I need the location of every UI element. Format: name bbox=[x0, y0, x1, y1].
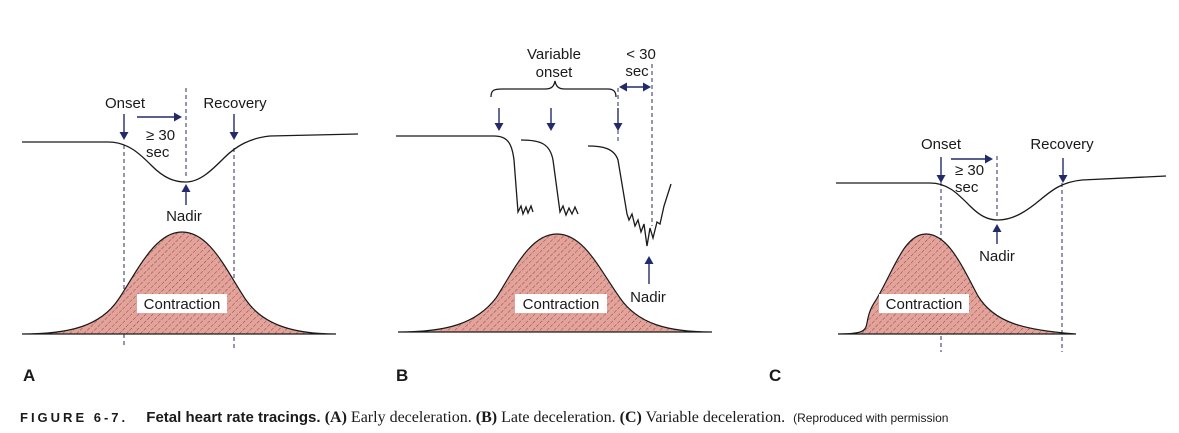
caption-b-label: (B) bbox=[475, 409, 498, 426]
panel-b-variable-label-1: Variable bbox=[527, 46, 581, 63]
panel-b-lt30-arrowhead-right bbox=[643, 82, 651, 92]
panel-b-fhr-segment-2 bbox=[520, 139, 579, 217]
panel-a-duration-arrowhead bbox=[174, 112, 182, 122]
panel-a-recovery-arrowhead bbox=[229, 132, 239, 140]
figure-caption: FIGURE 6-7. Fetal heart rate tracings. (… bbox=[20, 409, 1170, 427]
panel-c-recovery-arrowhead bbox=[1058, 175, 1068, 183]
panel-b-nadir-label: Nadir bbox=[630, 289, 666, 306]
panel-c-contraction-curve bbox=[837, 233, 1077, 335]
panel-a-contraction-label: Contraction bbox=[144, 296, 221, 313]
panel-c-nadir-label: Nadir bbox=[979, 248, 1015, 265]
caption-c-label: (C) bbox=[619, 409, 642, 426]
panel-b-lt30-arrowhead-left bbox=[619, 82, 627, 92]
panel-b: Contraction Variable onset < 30 sec Nadi… bbox=[396, 46, 713, 385]
panel-b-lt30-label-1: < 30 bbox=[626, 46, 656, 63]
panel-a-duration-label-2: sec bbox=[146, 144, 170, 161]
panel-a-nadir-arrowhead bbox=[181, 184, 191, 192]
panel-b-lt30-label-2: sec bbox=[625, 63, 649, 80]
panel-b-onset-arrowhead-3 bbox=[613, 123, 623, 131]
panel-a-fhr-trace bbox=[22, 133, 359, 183]
panel-b-variable-brace bbox=[490, 80, 617, 98]
figure-title: Fetal heart rate tracings. bbox=[146, 409, 321, 426]
figure-number: FIGURE 6-7. bbox=[20, 410, 129, 425]
panel-b-fhr-segment-1 bbox=[396, 135, 534, 217]
panel-c-onset-label: Onset bbox=[921, 136, 962, 153]
panel-a: Contraction Onset Recovery ≥ 30 sec Nadi… bbox=[21, 88, 359, 385]
caption-c-text: Variable deceleration. bbox=[641, 409, 790, 426]
panel-c-duration-label-1: ≥ 30 bbox=[955, 162, 984, 179]
panel-b-letter: B bbox=[396, 366, 408, 385]
panel-b-nadir-arrowhead bbox=[644, 256, 654, 264]
panel-b-contraction-label-bg bbox=[515, 294, 607, 313]
panel-c-nadir-arrowhead bbox=[992, 224, 1002, 232]
figure-caption-body: (A) Early deceleration. (B) Late deceler… bbox=[325, 409, 789, 426]
panel-a-onset-arrowhead bbox=[119, 132, 129, 140]
caption-b-text: Late deceleration. bbox=[497, 409, 620, 426]
panel-c-duration-arrowhead bbox=[985, 154, 993, 164]
panel-a-contraction-curve bbox=[21, 231, 337, 335]
panel-a-duration-label-1: ≥ 30 bbox=[146, 127, 175, 144]
panel-c-contraction-label-bg bbox=[879, 294, 969, 313]
panel-b-contraction-label: Contraction bbox=[523, 296, 600, 313]
panel-b-fhr-segment-3 bbox=[587, 145, 672, 247]
panel-c-contraction-label: Contraction bbox=[886, 296, 963, 313]
panel-a-nadir-label: Nadir bbox=[166, 208, 202, 225]
caption-a-label: (A) bbox=[324, 409, 347, 426]
panel-b-contraction-curve bbox=[397, 233, 713, 333]
panel-a-contraction-label-bg bbox=[137, 294, 227, 313]
panel-c-duration-label-2: sec bbox=[955, 179, 979, 196]
panel-c-recovery-label: Recovery bbox=[1030, 136, 1094, 153]
panel-b-onset-arrowhead-1 bbox=[494, 123, 504, 131]
caption-tail: (Reproduced with permission bbox=[793, 411, 949, 425]
caption-a-text: Early deceleration. bbox=[346, 409, 476, 426]
panel-b-variable-label-2: onset bbox=[536, 64, 574, 81]
panel-a-letter: A bbox=[23, 366, 35, 385]
panel-c-letter: C bbox=[769, 366, 781, 385]
panel-a-recovery-label: Recovery bbox=[203, 95, 267, 112]
panel-b-onset-arrowhead-2 bbox=[546, 123, 556, 131]
panel-c: Contraction Onset Recovery ≥ 30 sec Nadi… bbox=[769, 136, 1167, 385]
panel-c-fhr-trace bbox=[836, 175, 1167, 221]
panel-a-onset-label: Onset bbox=[105, 95, 146, 112]
panel-c-onset-arrowhead bbox=[936, 175, 946, 183]
